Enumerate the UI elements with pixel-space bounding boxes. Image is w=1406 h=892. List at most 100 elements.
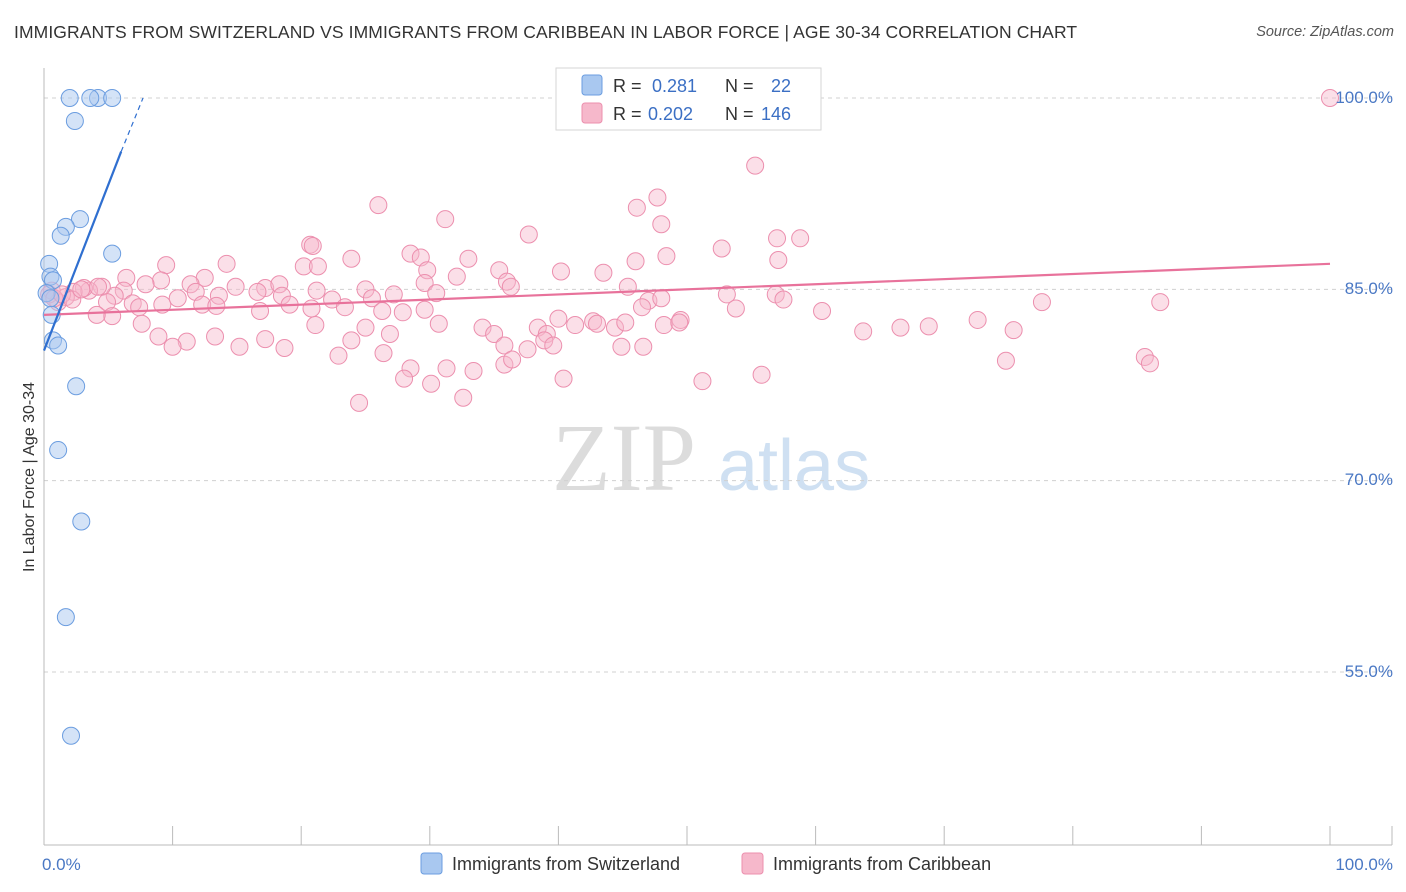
caribbean-point — [436, 210, 455, 229]
caribbean-point — [217, 254, 236, 273]
caribbean-point — [648, 188, 667, 207]
caribbean-point — [380, 324, 399, 343]
stats-n-value-caribbean: 146 — [761, 104, 791, 124]
caribbean-point — [652, 289, 671, 308]
caribbean-point — [163, 337, 182, 356]
caribbean-point — [275, 339, 294, 358]
caribbean-point — [149, 327, 168, 346]
caribbean-point — [587, 314, 606, 333]
watermark-zip: ZIP — [552, 404, 696, 511]
caribbean-point — [415, 300, 434, 319]
caribbean-point — [303, 236, 322, 255]
caribbean-point — [627, 198, 646, 217]
caribbean-point — [996, 351, 1015, 370]
caribbean-point — [774, 290, 793, 309]
caribbean-point — [594, 263, 613, 282]
caribbean-point — [652, 215, 671, 234]
caribbean-point — [168, 289, 187, 308]
caribbean-point — [114, 281, 133, 300]
caribbean-point — [554, 369, 573, 388]
caribbean-point — [693, 372, 712, 391]
caribbean-point — [968, 310, 987, 329]
caribbean-point — [769, 250, 788, 269]
caribbean-point — [459, 249, 478, 268]
y-axis-label: In Labor Force | Age 30-34 — [21, 382, 38, 572]
caribbean-point — [306, 316, 325, 335]
caribbean-point — [626, 252, 645, 271]
caribbean-point — [87, 305, 106, 324]
switzerland-point — [49, 441, 68, 460]
caribbean-point — [105, 286, 124, 305]
stats-r-label: R = — [613, 76, 642, 96]
caribbean-point — [89, 277, 108, 296]
watermark-atlas: atlas — [718, 426, 870, 506]
caribbean-point — [393, 303, 412, 322]
switzerland-trend-extension — [120, 97, 144, 152]
caribbean-point — [612, 337, 631, 356]
switzerland-points — [37, 89, 122, 745]
caribbean-point — [206, 327, 225, 346]
caribbean-point — [919, 317, 938, 336]
stats-r-value-caribbean: 0.202 — [648, 104, 693, 124]
legend: Immigrants from Switzerland Immigrants f… — [420, 852, 991, 875]
caribbean-point — [447, 267, 466, 286]
caribbean-point — [270, 275, 289, 294]
caribbean-point — [605, 318, 624, 337]
caribbean-trend-line — [43, 262, 1331, 316]
caribbean-points — [40, 89, 1339, 412]
caribbean-point — [356, 318, 375, 337]
caribbean-point — [207, 296, 226, 315]
caribbean-point — [566, 316, 585, 335]
caribbean-point — [98, 293, 117, 312]
stats-n-label: N = — [725, 76, 754, 96]
caribbean-point — [256, 330, 275, 349]
caribbean-point — [329, 346, 348, 365]
switzerland-point — [72, 512, 91, 531]
caribbean-point — [752, 365, 771, 384]
switzerland-point — [41, 289, 60, 308]
caribbean-point — [1004, 321, 1023, 340]
caribbean-point — [670, 313, 689, 332]
caribbean-point — [437, 359, 456, 378]
caribbean-point — [342, 331, 361, 350]
caribbean-point — [230, 337, 249, 356]
caribbean-point — [177, 332, 196, 351]
caribbean-point — [634, 337, 653, 356]
legend-label-caribbean: Immigrants from Caribbean — [773, 854, 991, 874]
switzerland-point — [81, 89, 100, 107]
caribbean-point — [136, 275, 155, 294]
caribbean-point — [746, 156, 765, 175]
caribbean-point — [495, 336, 514, 355]
caribbean-point — [1140, 354, 1159, 373]
caribbean-point — [308, 257, 327, 276]
legend-label-switzerland: Immigrants from Switzerland — [452, 854, 680, 874]
switzerland-point — [71, 210, 90, 229]
caribbean-point — [401, 359, 420, 378]
caribbean-point — [395, 369, 414, 388]
caribbean-point — [535, 331, 554, 350]
caribbean-point — [551, 262, 570, 281]
caribbean-point — [518, 340, 537, 359]
caribbean-point — [549, 309, 568, 328]
caribbean-point — [294, 257, 313, 276]
caribbean-point — [1032, 293, 1051, 312]
switzerland-point — [56, 608, 75, 627]
y-tick-label: 55.0% — [1345, 662, 1393, 681]
caribbean-point — [80, 281, 99, 300]
switzerland-point — [67, 377, 86, 396]
caribbean-point — [544, 336, 563, 355]
caribbean-point — [374, 344, 393, 363]
stats-r-label: R = — [613, 104, 642, 124]
caribbean-point — [854, 322, 873, 341]
caribbean-point — [157, 256, 176, 275]
switzerland-point — [65, 111, 84, 130]
switzerland-point — [103, 244, 122, 263]
gridlines — [44, 97, 1392, 673]
switzerland-point — [51, 226, 70, 245]
caribbean-point — [768, 229, 787, 248]
caribbean-point — [657, 247, 676, 266]
caribbean-point — [726, 299, 745, 318]
caribbean-point — [226, 277, 245, 296]
caribbean-point — [335, 298, 354, 317]
